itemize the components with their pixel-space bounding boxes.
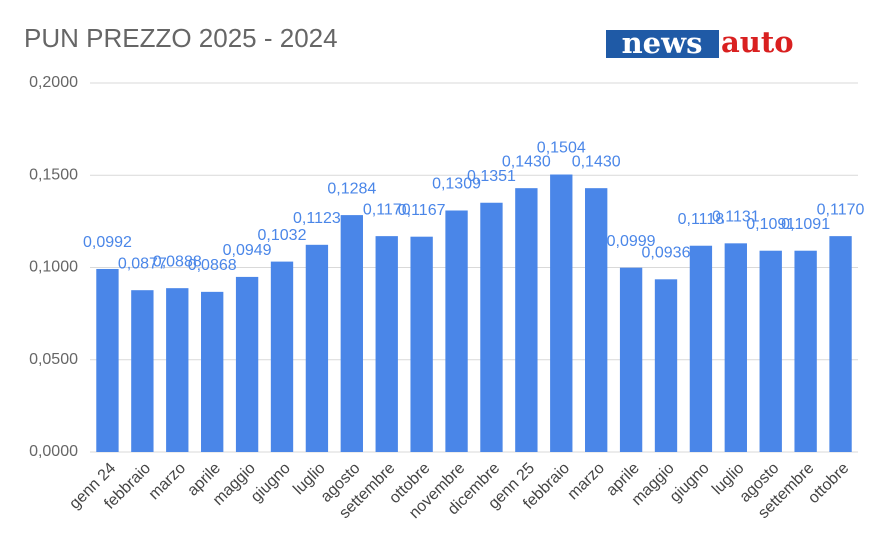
x-tick-label: giugno — [667, 460, 713, 506]
value-label: 0,1170 — [817, 201, 865, 218]
bar — [585, 188, 608, 453]
value-label: 0,0868 — [188, 257, 237, 274]
chart-title: PUN PREZZO 2025 - 2024 — [24, 23, 338, 53]
value-label: 0,1131 — [712, 209, 760, 226]
bar — [131, 290, 154, 452]
bar — [375, 236, 398, 452]
value-label: 0,1118 — [678, 211, 725, 228]
value-label: 0,1430 — [572, 153, 621, 170]
bar — [201, 291, 224, 452]
x-tick-label: marzo — [565, 460, 609, 504]
bar — [550, 174, 573, 452]
y-tick-label: 0,1000 — [29, 259, 78, 276]
value-label: 0,1032 — [258, 227, 307, 244]
bar — [235, 276, 259, 452]
bar — [445, 210, 468, 452]
bar — [654, 279, 678, 452]
value-label: 0,1167 — [398, 202, 446, 219]
bar — [829, 236, 852, 452]
bar — [480, 202, 503, 452]
y-tick-label: 0,0500 — [29, 351, 78, 368]
logo-auto: auto — [721, 25, 794, 59]
x-tick-label: marzo — [146, 460, 190, 504]
value-label: 0,1091 — [781, 216, 830, 233]
x-tick-label: giugno — [248, 460, 294, 506]
bar — [96, 268, 119, 452]
y-tick-label: 0,0000 — [29, 443, 78, 460]
value-label: 0,0992 — [83, 234, 132, 251]
value-label: 0,1284 — [327, 180, 376, 197]
value-label: 0,0949 — [223, 242, 272, 259]
bar — [794, 250, 817, 452]
value-label: 0,0999 — [607, 233, 656, 250]
value-label: 0,1504 — [537, 140, 586, 157]
value-label: 0,1430 — [502, 153, 551, 170]
value-label: 0,1309 — [432, 176, 481, 193]
logo-box — [606, 30, 719, 58]
bar — [515, 188, 538, 453]
logo-news: news — [622, 26, 703, 60]
value-label: 0,1170 — [363, 201, 411, 218]
value-label: 0,1123 — [293, 210, 341, 227]
value-label: 0,0877 — [118, 255, 167, 272]
value-label: 0,1091 — [746, 216, 795, 233]
value-label: 0,0888 — [153, 253, 202, 270]
value-label: 0,0936 — [642, 245, 691, 262]
bar — [305, 244, 329, 452]
bar — [340, 215, 363, 452]
bar — [619, 267, 643, 452]
bar — [166, 288, 189, 452]
value-label: 0,1351 — [467, 168, 516, 185]
y-tick-label: 0,2000 — [29, 74, 78, 91]
bar — [410, 236, 433, 452]
y-tick-label: 0,1500 — [29, 166, 78, 183]
bar — [270, 261, 294, 452]
bar — [759, 250, 782, 452]
bar — [724, 243, 747, 452]
bar — [689, 245, 713, 452]
